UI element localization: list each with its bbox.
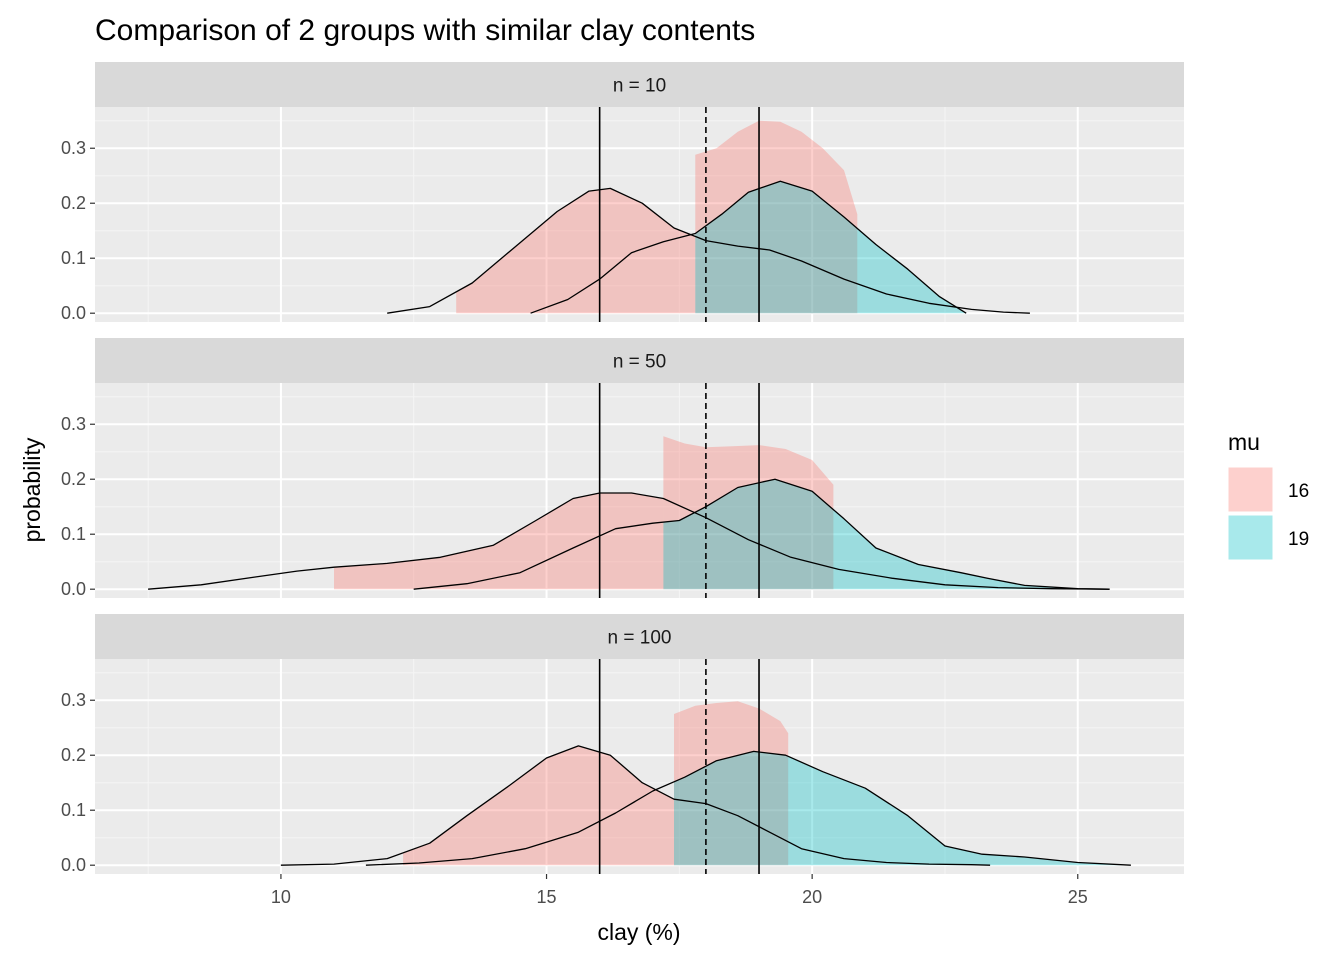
x-tick-label: 20 bbox=[802, 887, 822, 907]
x-tick-label: 25 bbox=[1068, 887, 1088, 907]
density-fill-16 bbox=[334, 493, 664, 590]
facet-panel: n = 100 0.0 0.1 0.2 0.3 bbox=[61, 614, 1184, 875]
density-fill-19 bbox=[674, 751, 1131, 866]
facet-strip bbox=[95, 338, 1184, 383]
facet-panels: n = 100.00.10.20.3n = 500.00.10.20.3n = … bbox=[61, 62, 1184, 875]
y-tick-label: 0.1 bbox=[61, 524, 86, 544]
y-tick-label: 0.2 bbox=[61, 745, 86, 765]
y-tick-label: 0.3 bbox=[61, 138, 86, 158]
y-tick-label: 0.0 bbox=[61, 303, 86, 323]
density-line-16 bbox=[280, 745, 991, 866]
y-axis-title: probability bbox=[19, 437, 45, 542]
facet-strip-label: n = 100 bbox=[608, 628, 672, 649]
x-tick-label: 15 bbox=[537, 887, 557, 907]
density-fill-19 bbox=[695, 181, 967, 314]
density-fill-16 bbox=[456, 188, 696, 314]
x-axis: 10 15 20 25 bbox=[271, 874, 1088, 907]
y-tick-label: 0.1 bbox=[61, 248, 86, 268]
legend-title: mu bbox=[1228, 429, 1260, 455]
x-tick-label: 10 bbox=[271, 887, 291, 907]
density-line-19 bbox=[413, 478, 1110, 590]
legend: mu 16 19 bbox=[1227, 429, 1309, 561]
y-tick-label: 0.3 bbox=[61, 690, 86, 710]
x-axis-title: clay (%) bbox=[597, 919, 680, 945]
density-line-19 bbox=[530, 180, 967, 314]
density-fill-16 bbox=[403, 746, 674, 866]
density-fill-16-upper bbox=[695, 120, 858, 314]
y-tick-label: 0.0 bbox=[61, 579, 86, 599]
facet-panel: n = 50 0.0 0.1 0.2 0.3 bbox=[61, 338, 1184, 599]
legend-key-19 bbox=[1227, 514, 1274, 561]
facet-strip-label: n = 10 bbox=[613, 76, 666, 97]
legend-label-19: 19 bbox=[1288, 529, 1309, 550]
facet-strip-label: n = 50 bbox=[613, 352, 666, 373]
y-tick-label: 0.3 bbox=[61, 414, 86, 434]
y-tick-label: 0.2 bbox=[61, 469, 86, 489]
y-tick-label: 0.0 bbox=[61, 855, 86, 875]
legend-label-16: 16 bbox=[1288, 481, 1309, 502]
density-fill-19 bbox=[663, 479, 1110, 590]
density-line-19 bbox=[365, 750, 1131, 866]
legend-key-16 bbox=[1227, 466, 1274, 513]
density-line-16 bbox=[148, 492, 1110, 590]
y-tick-label: 0.2 bbox=[61, 193, 86, 213]
facet-strip bbox=[95, 614, 1184, 659]
chart-title: Comparison of 2 groups with similar clay… bbox=[95, 14, 755, 47]
facet-strip bbox=[95, 62, 1184, 107]
facet-panel: n = 10 0.0 0.1 0.2 0.3 bbox=[61, 62, 1184, 323]
y-tick-label: 0.1 bbox=[61, 800, 86, 820]
